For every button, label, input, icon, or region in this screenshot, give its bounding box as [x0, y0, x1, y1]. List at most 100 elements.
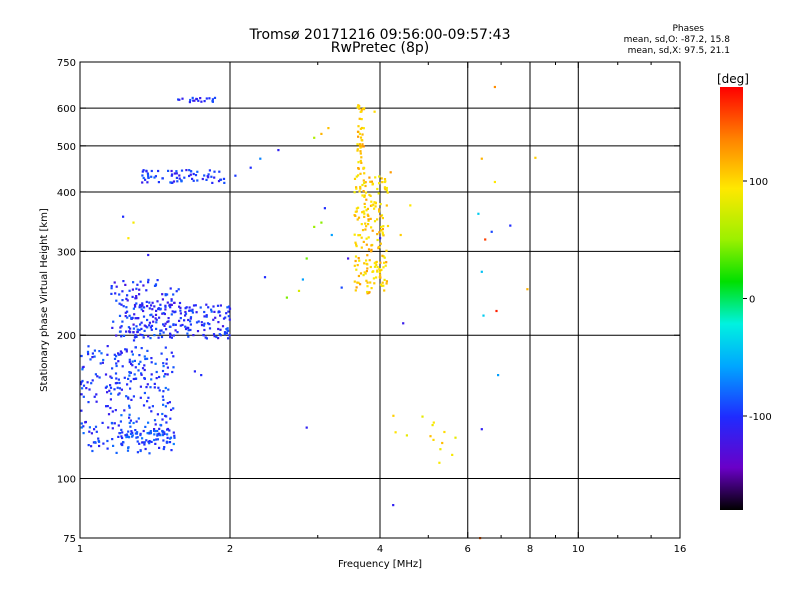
data-point	[136, 328, 139, 331]
data-point	[285, 296, 288, 299]
data-point	[376, 233, 379, 236]
data-point	[162, 447, 165, 451]
data-point	[357, 234, 360, 237]
data-point	[330, 233, 333, 237]
data-point	[358, 105, 361, 108]
data-point	[357, 274, 360, 278]
data-point	[139, 360, 142, 363]
data-point	[187, 329, 190, 332]
data-point	[150, 373, 153, 376]
data-point	[199, 306, 202, 309]
data-point	[205, 178, 208, 181]
data-point	[166, 293, 169, 296]
data-point	[134, 377, 137, 380]
data-point	[187, 318, 190, 322]
data-point	[354, 255, 358, 258]
data-point	[170, 298, 173, 301]
data-point	[132, 377, 135, 381]
data-point	[421, 415, 424, 418]
data-point	[142, 176, 145, 180]
data-point	[146, 400, 149, 403]
data-point	[181, 323, 184, 327]
data-point	[131, 316, 134, 319]
data-point	[379, 242, 382, 245]
data-point	[357, 281, 360, 284]
data-point	[98, 350, 101, 353]
data-point	[88, 426, 91, 429]
data-point	[385, 249, 388, 252]
data-point	[495, 309, 498, 313]
data-point	[223, 333, 226, 336]
data-point	[210, 310, 213, 313]
data-point	[122, 334, 126, 337]
data-point	[224, 316, 227, 319]
data-point	[117, 424, 120, 427]
data-point	[364, 228, 367, 231]
data-point	[120, 388, 123, 391]
data-point	[143, 324, 146, 327]
data-point	[110, 292, 113, 295]
data-point	[149, 326, 152, 329]
data-point	[123, 376, 126, 379]
data-point	[132, 221, 135, 224]
data-point	[164, 308, 167, 311]
data-point	[493, 85, 496, 89]
data-point	[212, 333, 216, 336]
data-point	[129, 425, 132, 428]
data-point	[380, 268, 383, 271]
data-point	[178, 177, 181, 180]
data-point	[131, 295, 134, 298]
data-point	[192, 304, 196, 307]
data-point	[203, 310, 206, 314]
data-point	[355, 268, 358, 271]
data-point	[218, 170, 221, 173]
data-point	[184, 310, 187, 314]
data-point	[155, 318, 158, 321]
data-point	[277, 149, 280, 152]
data-point	[431, 424, 434, 427]
data-point	[139, 333, 142, 336]
data-point	[125, 433, 128, 436]
data-point	[144, 357, 147, 361]
data-point	[178, 305, 181, 308]
data-point	[144, 178, 147, 181]
data-point	[157, 169, 160, 173]
data-point	[137, 362, 141, 366]
data-point	[128, 413, 131, 416]
data-point	[363, 262, 366, 265]
data-point	[358, 190, 361, 193]
data-point	[142, 284, 145, 287]
data-point	[129, 371, 132, 374]
data-point	[82, 425, 85, 428]
data-point	[109, 384, 112, 387]
data-point	[118, 387, 121, 390]
data-point	[191, 96, 194, 99]
data-point	[140, 373, 143, 376]
y-tick-label: 750	[57, 58, 76, 69]
data-point	[114, 409, 117, 412]
data-point	[120, 325, 123, 328]
data-point	[368, 291, 371, 294]
data-point	[362, 179, 365, 182]
data-point	[380, 214, 384, 217]
data-point	[80, 426, 83, 429]
data-point	[109, 392, 113, 395]
data-point	[82, 432, 85, 435]
data-point	[173, 434, 176, 437]
data-point	[364, 184, 367, 188]
data-point	[162, 323, 165, 326]
data-point	[132, 331, 135, 334]
data-point	[195, 97, 198, 100]
data-point	[163, 312, 166, 316]
data-point	[165, 421, 168, 424]
data-point	[366, 267, 369, 270]
data-point	[132, 395, 135, 398]
data-point	[167, 317, 170, 320]
data-point	[381, 181, 384, 184]
data-point	[127, 435, 130, 438]
data-point	[178, 301, 182, 305]
data-point	[227, 305, 231, 308]
data-point	[358, 143, 361, 146]
data-point	[80, 381, 83, 384]
data-point	[340, 286, 343, 289]
